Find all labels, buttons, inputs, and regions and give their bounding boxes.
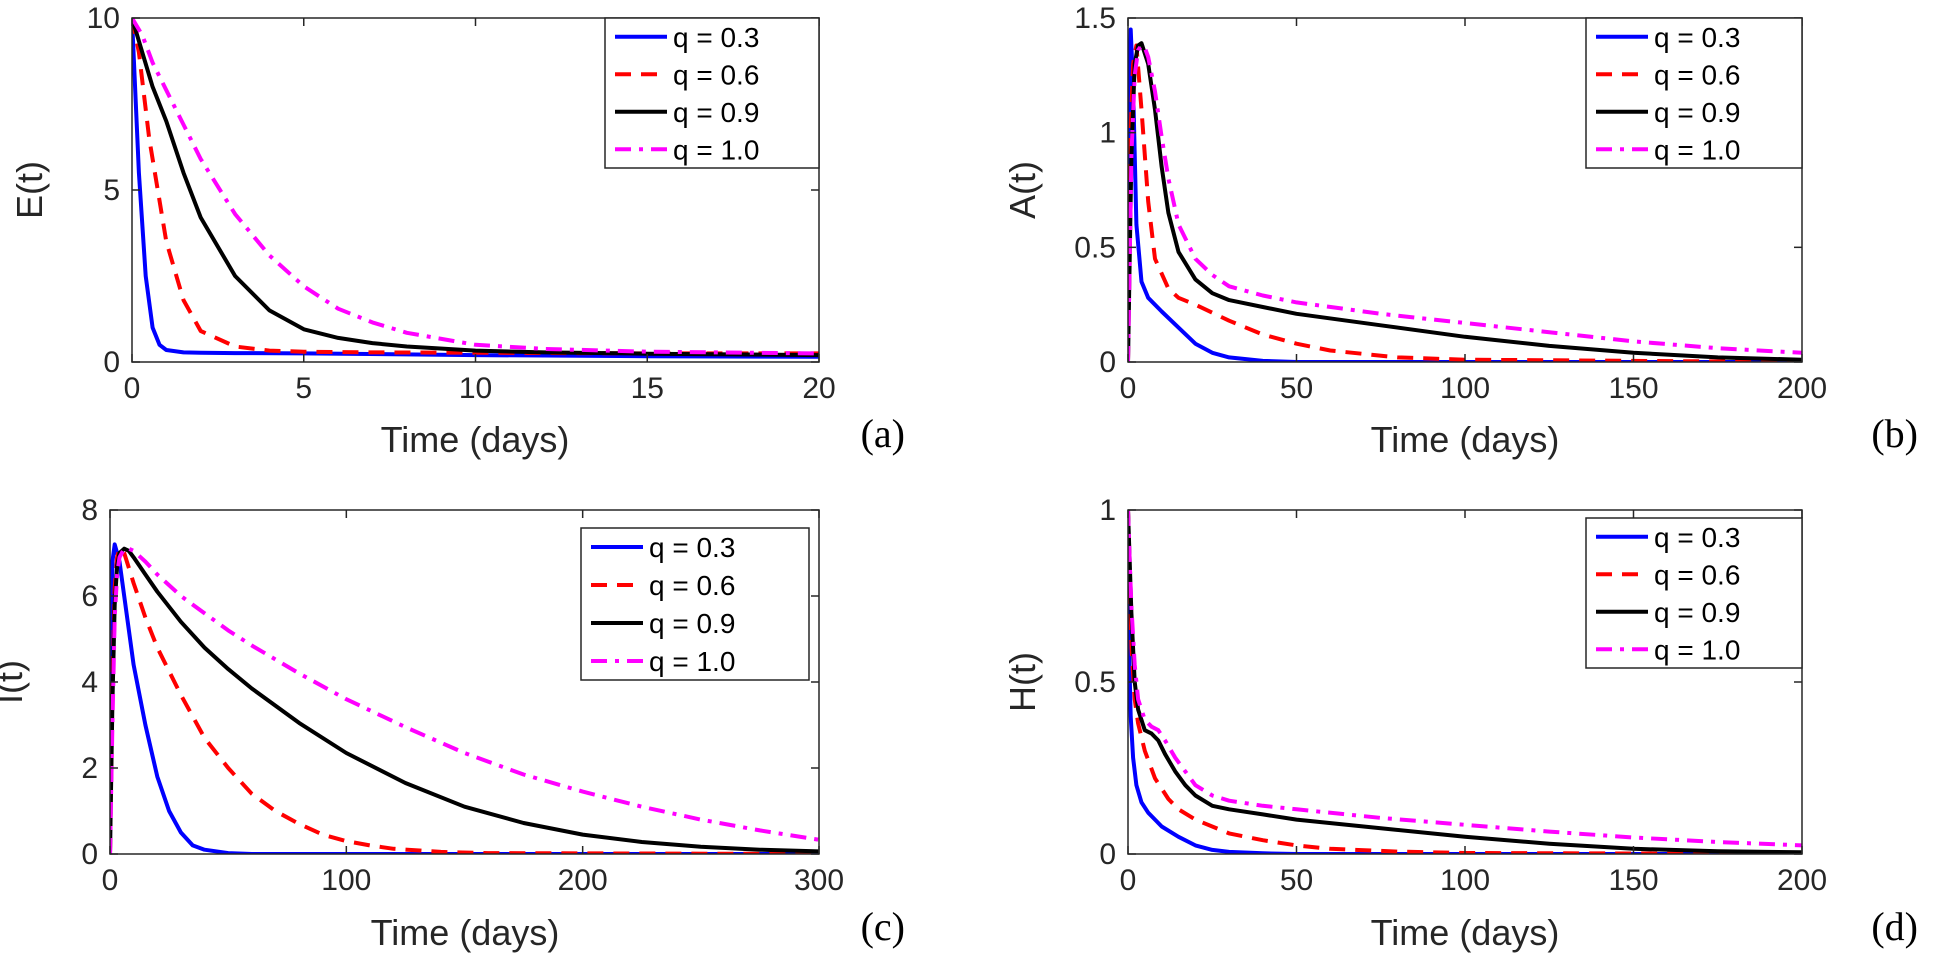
- panel-label: (a): [861, 411, 905, 456]
- legend-entry-label: q = 0.6: [1654, 59, 1740, 90]
- panel-label: (d): [1871, 904, 1918, 949]
- x-tick-label: 0: [102, 864, 119, 897]
- x-tick-label: 50: [1280, 864, 1313, 897]
- x-tick-label: 50: [1280, 372, 1313, 405]
- y-tick-label: 1: [1099, 117, 1116, 150]
- y-tick-label: 0: [81, 838, 98, 871]
- series-line-q-0-9: [1128, 41, 1802, 362]
- x-axis-label: Time (days): [381, 419, 570, 460]
- legend-entry-label: q = 0.3: [1654, 522, 1740, 553]
- x-tick-label: 200: [1777, 864, 1827, 897]
- legend-entry-label: q = 0.6: [649, 570, 735, 601]
- series-line-q-1-0: [132, 18, 819, 356]
- legend-box: [580, 527, 810, 681]
- series-line-q-0-6: [132, 18, 819, 356]
- x-tick-label: 200: [1777, 372, 1827, 405]
- series-line-q-1-0: [110, 546, 819, 854]
- legend-entry-label: q = 0.6: [1654, 559, 1740, 590]
- x-axis-label: Time (days): [1371, 419, 1560, 460]
- legend-entry-label: q = 1.0: [1654, 634, 1740, 665]
- series-group: [110, 542, 819, 854]
- x-tick-label: 0: [1120, 372, 1137, 405]
- y-tick-label: 1: [1099, 494, 1116, 527]
- series-line-q-0-3: [110, 542, 819, 854]
- y-tick-label: 2: [81, 752, 98, 785]
- x-tick-label: 15: [631, 372, 664, 405]
- y-tick-label: 4: [81, 666, 98, 699]
- y-tick-label: 1.5: [1074, 2, 1116, 35]
- x-tick-label: 100: [1440, 372, 1490, 405]
- y-tick-label: 10: [87, 2, 120, 35]
- x-tick-label: 0: [124, 372, 141, 405]
- panel-label: (b): [1871, 411, 1918, 456]
- legend-entry-label: q = 0.3: [1654, 22, 1740, 53]
- legend-entry-label: q = 1.0: [673, 134, 759, 165]
- series-line-q-0-9: [132, 18, 819, 358]
- chart-panel-b: 0 50 100 150 200 0 0.5 1 1.5 Time (days) A(t) (b) q …: [1002, 2, 1918, 460]
- y-tick-label: 0.5: [1074, 231, 1116, 264]
- x-axis-label: Time (days): [371, 912, 560, 953]
- x-tick-label: 150: [1608, 864, 1658, 897]
- legend-entry-label: q = 0.9: [1654, 97, 1740, 128]
- y-axis-label: H(t): [1002, 652, 1043, 712]
- x-tick-label: 300: [794, 864, 844, 897]
- panel-label: (c): [861, 904, 905, 949]
- x-tick-label: 0: [1120, 864, 1137, 897]
- series-line-q-0-3: [1128, 510, 1802, 854]
- legend-entry-label: q = 0.6: [673, 59, 759, 90]
- legend-entry-label: q = 0.3: [649, 532, 735, 563]
- legend-entry-label: q = 0.9: [673, 97, 759, 128]
- legend-entry-label: q = 1.0: [1654, 134, 1740, 165]
- y-tick-label: 8: [81, 494, 98, 527]
- y-tick-label: 6: [81, 580, 98, 613]
- legend-box: [1585, 517, 1803, 669]
- x-tick-label: 10: [459, 372, 492, 405]
- legend: q = 0.3 q = 0.6 q = 0.9 q = 1.0: [1585, 517, 1803, 669]
- legend-entry-label: q = 0.9: [1654, 597, 1740, 628]
- x-tick-label: 100: [321, 864, 371, 897]
- legend: q = 0.3 q = 0.6 q = 0.9 q = 1.0: [1585, 17, 1803, 169]
- legend-entry-label: q = 0.9: [649, 608, 735, 639]
- x-axis-label: Time (days): [1371, 912, 1560, 953]
- y-tick-label: 0: [1099, 838, 1116, 871]
- y-axis-label: I(t): [0, 660, 30, 704]
- legend: q = 0.3 q = 0.6 q = 0.9 q = 1.0: [580, 527, 810, 681]
- y-axis-label: A(t): [1002, 161, 1043, 219]
- chart-panel-c: 0 100 200 300 0 2 4 6 8 Time (days) I(t) (c) q = 0.3…: [0, 494, 905, 953]
- y-axis-label: E(t): [9, 161, 50, 219]
- y-tick-label: 5: [103, 174, 120, 207]
- x-tick-label: 200: [558, 864, 608, 897]
- x-tick-label: 100: [1440, 864, 1490, 897]
- x-tick-label: 5: [295, 372, 312, 405]
- legend-entry-label: q = 0.3: [673, 22, 759, 53]
- legend: q = 0.3 q = 0.6 q = 0.9 q = 1.0: [604, 17, 820, 169]
- series-line-q-1-0: [1128, 43, 1802, 362]
- y-tick-label: 0: [1099, 346, 1116, 379]
- series-group: [1128, 510, 1802, 854]
- chart-panel-d: 0 50 100 150 200 0 0.5 1 Time (days) H(t) (d) q = 0…: [1002, 494, 1918, 953]
- legend-box: [1585, 17, 1803, 169]
- legend-entry-label: q = 1.0: [649, 646, 735, 677]
- x-tick-label: 150: [1608, 372, 1658, 405]
- y-tick-label: 0.5: [1074, 666, 1116, 699]
- legend-box: [604, 17, 820, 169]
- x-tick-label: 20: [802, 372, 835, 405]
- y-tick-label: 0: [103, 346, 120, 379]
